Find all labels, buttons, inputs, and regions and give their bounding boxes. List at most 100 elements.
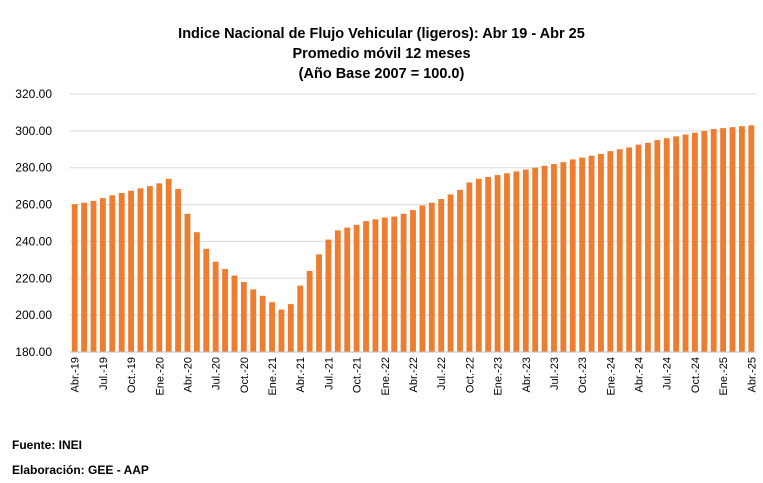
bar [156, 183, 163, 352]
x-tick-label: Abr.-20 [182, 357, 194, 392]
x-tick-label: Jul.-21 [323, 357, 335, 390]
bar [419, 205, 426, 352]
y-tick-label: 320.00 [15, 87, 52, 101]
bar-chart: 180.00 200.00 220.00 240.00 260.00 280.00 300.… [15, 87, 758, 396]
y-tick-label: 200.00 [15, 308, 52, 322]
bar [569, 159, 576, 352]
bar [400, 213, 407, 352]
bar [410, 210, 416, 352]
x-tick-label: Ene.-24 [605, 357, 617, 396]
x-tick-label: Oct.-23 [577, 357, 589, 393]
x-tick-label: Jul.-19 [98, 357, 110, 390]
y-tick-label: 220.00 [15, 271, 52, 285]
x-tick-label: Oct.-24 [690, 357, 702, 393]
x-tick-label: Oct.-21 [352, 357, 364, 393]
bar [457, 189, 463, 352]
bar [203, 248, 210, 352]
bar [663, 138, 670, 352]
bar [504, 173, 510, 352]
bar [250, 289, 257, 352]
bar [137, 188, 144, 352]
bar [579, 157, 586, 352]
bar [90, 200, 97, 352]
bar [363, 221, 369, 352]
bar [316, 254, 322, 352]
bar [306, 270, 313, 352]
bar [729, 127, 736, 353]
bar [682, 134, 689, 352]
y-tick-label: 260.00 [15, 198, 52, 212]
bar [212, 261, 219, 352]
x-tick-label: Abr.-24 [634, 357, 646, 392]
y-tick-label: 300.00 [15, 124, 52, 138]
x-tick-label: Oct.-20 [239, 357, 251, 393]
x-tick-label: Ene.-22 [380, 357, 392, 396]
bar [513, 171, 520, 352]
bar [353, 224, 360, 352]
bar [71, 204, 78, 352]
source-note: Fuente: INEI [12, 438, 83, 452]
bar [447, 194, 454, 352]
bar [738, 126, 745, 352]
bar [381, 217, 388, 352]
bar [269, 302, 275, 352]
bar [165, 178, 172, 352]
x-tick-label: Oct.-22 [464, 357, 476, 393]
bar [438, 199, 445, 352]
x-tick-label: Abr.-23 [521, 357, 533, 392]
x-tick-label: Abr.-22 [408, 357, 420, 392]
chart-title-line-1: Indice Nacional de Flujo Vehicular (lige… [178, 26, 585, 42]
bar [259, 295, 266, 352]
x-tick-label: Ene.-25 [718, 357, 730, 396]
bar [278, 309, 285, 352]
x-tick-label: Ene.-23 [493, 357, 505, 396]
bar [99, 198, 106, 352]
bar [701, 130, 708, 352]
x-tick-label: Abr.-25 [746, 357, 758, 392]
bar [626, 147, 633, 352]
bar [673, 136, 680, 352]
bar [485, 176, 492, 352]
bar [607, 151, 614, 352]
bar [109, 195, 116, 352]
bar [466, 182, 473, 352]
bar [635, 144, 642, 352]
bar [372, 219, 379, 352]
bar [475, 178, 482, 352]
bar [494, 175, 501, 352]
x-tick-label: Oct.-19 [126, 357, 138, 393]
bar [391, 216, 398, 352]
x-tick-label: Abr.-19 [70, 357, 82, 392]
bar [654, 140, 661, 352]
x-tick-label: Jul.-24 [662, 357, 674, 390]
bar [692, 132, 698, 352]
x-tick-label: Jul.-20 [211, 357, 223, 390]
bar [588, 155, 595, 352]
bar [287, 304, 294, 352]
chart-title-line-2: Promedio móvil 12 meses [292, 46, 471, 62]
bar [551, 164, 557, 352]
bar [297, 285, 304, 352]
x-tick-label: Abr.-21 [295, 357, 307, 392]
bar [541, 165, 548, 352]
bar [598, 153, 604, 352]
chart-title-line-3: (Año Base 2007 = 100.0) [298, 66, 465, 82]
bar [231, 275, 238, 352]
bar [720, 128, 727, 352]
bar [184, 213, 191, 352]
bar [616, 149, 623, 352]
chart-title: Indice Nacional de Flujo Vehicular (lige… [0, 24, 763, 84]
bar [118, 192, 125, 352]
y-tick-label: 180.00 [15, 345, 52, 359]
bar [710, 129, 717, 352]
bar [81, 202, 88, 352]
bar [128, 190, 134, 352]
bar [428, 202, 435, 352]
bar [532, 167, 539, 352]
x-tick-label: Ene.-21 [267, 357, 279, 396]
bar [645, 142, 651, 352]
y-tick-label: 240.00 [15, 234, 52, 248]
bar [193, 232, 200, 352]
bar [344, 227, 351, 352]
bar [240, 281, 247, 352]
